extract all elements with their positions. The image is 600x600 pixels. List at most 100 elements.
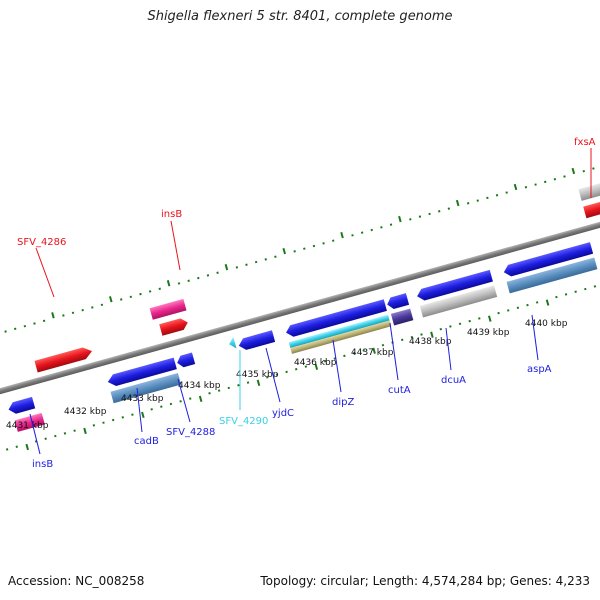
gene-fxsA-arrow[interactable] xyxy=(578,179,600,201)
gene-label-cadB[interactable]: cadB xyxy=(134,436,159,447)
gene-yjdC-arrow[interactable] xyxy=(237,330,276,351)
minor-tick xyxy=(584,287,587,291)
gene-label-yjdC[interactable]: yjdC xyxy=(272,408,294,419)
major-tick xyxy=(198,395,203,403)
gene-label-aspA[interactable]: aspA xyxy=(527,364,552,375)
major-tick xyxy=(430,331,434,338)
major-tick xyxy=(25,443,29,451)
minor-tick xyxy=(563,175,566,178)
minor-tick xyxy=(437,210,441,213)
minor-tick xyxy=(100,303,104,307)
gene-cadB-band[interactable] xyxy=(110,372,182,404)
minor-tick xyxy=(275,373,279,376)
minor-tick xyxy=(458,322,462,326)
gene-cutA-arrow[interactable] xyxy=(386,293,410,310)
gene-cutA-purple[interactable] xyxy=(390,308,414,326)
minor-tick xyxy=(476,199,479,202)
minor-tick xyxy=(81,308,84,312)
gene-label-cutA[interactable]: cutA xyxy=(388,385,411,396)
lower-tick-line xyxy=(5,285,597,451)
minor-tick xyxy=(495,194,499,197)
minor-tick xyxy=(478,317,481,320)
minor-tick xyxy=(42,319,46,323)
leader-line xyxy=(29,413,41,455)
major-tick xyxy=(340,231,344,239)
major-tick xyxy=(545,299,550,306)
gene-insB-bottom-pink[interactable] xyxy=(14,412,45,432)
gene-dipZ-khaki[interactable] xyxy=(290,320,392,354)
upper-tick-line xyxy=(4,167,595,333)
minor-tick xyxy=(409,218,412,221)
tick-label: 4439 kbp xyxy=(467,328,510,338)
gene-label-dipZ[interactable]: dipZ xyxy=(332,397,354,408)
leader-line xyxy=(389,322,399,381)
gene-SFV_4286-arrow[interactable] xyxy=(34,345,93,373)
leader-line xyxy=(445,327,452,371)
major-tick xyxy=(51,312,55,319)
gene-insB-top-arrow[interactable] xyxy=(149,298,187,320)
minor-tick xyxy=(54,434,57,438)
major-tick xyxy=(314,363,319,370)
tick-label: 4435 kbp xyxy=(236,370,279,380)
gene-fxsA-red-arrow[interactable] xyxy=(583,197,600,219)
major-tick xyxy=(109,296,113,303)
gene-label-SFV_4288[interactable]: SFV_4288 xyxy=(166,427,215,438)
minor-tick xyxy=(13,327,17,331)
gene-dcuA-arrow[interactable] xyxy=(416,269,493,302)
minor-tick xyxy=(294,368,298,371)
minor-tick xyxy=(304,365,308,368)
minor-tick xyxy=(274,255,277,258)
gene-dipZ-arrow[interactable] xyxy=(284,299,387,338)
minor-tick xyxy=(380,226,383,229)
major-tick xyxy=(398,215,402,223)
gene-SFV_4288-arrow[interactable] xyxy=(176,352,196,368)
gene-cadB-arrow[interactable] xyxy=(106,357,177,388)
minor-tick xyxy=(352,351,356,355)
tick-label: 4431 kbp xyxy=(6,421,49,431)
minor-tick xyxy=(264,258,267,261)
minor-tick xyxy=(343,354,346,358)
minor-tick xyxy=(235,266,239,269)
gene-label-dcuA[interactable]: dcuA xyxy=(441,375,466,386)
gene-label-fxsA[interactable]: fxsA xyxy=(574,137,596,148)
gene-aspA-arrow[interactable] xyxy=(502,242,594,278)
gene-label-insB-top[interactable]: insB xyxy=(161,209,182,220)
minor-tick xyxy=(285,370,288,374)
major-tick xyxy=(256,379,261,386)
gene-dipZ-cyan[interactable] xyxy=(288,314,390,349)
leader-line xyxy=(177,378,191,423)
gene-label-SFV_4286[interactable]: SFV_4286 xyxy=(17,237,66,248)
minor-tick xyxy=(526,303,529,307)
gene-label-insB-bottom[interactable]: insB xyxy=(32,459,53,470)
minor-tick xyxy=(158,287,161,291)
gene-insB-bottom-arrow[interactable] xyxy=(7,396,36,416)
minor-tick xyxy=(245,263,248,266)
minor-tick xyxy=(418,215,422,218)
minor-tick xyxy=(543,180,547,184)
minor-tick xyxy=(553,177,557,181)
minor-tick xyxy=(119,298,123,301)
minor-tick xyxy=(468,319,471,323)
tick-label: 4434 kbp xyxy=(178,381,221,391)
minor-tick xyxy=(71,311,75,315)
gene-SFV_4290-arrow[interactable] xyxy=(228,336,237,350)
minor-tick xyxy=(428,212,431,216)
minor-tick xyxy=(524,185,528,189)
minor-tick xyxy=(312,244,316,248)
gene-insB-top-red-arrow[interactable] xyxy=(159,317,189,336)
minor-tick xyxy=(179,400,182,403)
major-tick xyxy=(224,264,229,271)
minor-tick xyxy=(582,169,585,173)
minor-tick xyxy=(381,343,385,347)
minor-tick xyxy=(555,295,558,299)
minor-tick xyxy=(208,392,211,395)
minor-tick xyxy=(44,437,47,440)
major-tick xyxy=(372,347,376,354)
gene-aspA-band[interactable] xyxy=(506,257,598,294)
minor-tick xyxy=(564,293,568,296)
gene-dcuA-grey[interactable] xyxy=(419,285,498,318)
minor-tick xyxy=(121,416,125,419)
minor-tick xyxy=(111,418,115,422)
gene-label-SFV_4290[interactable]: SFV_4290 xyxy=(219,416,268,427)
